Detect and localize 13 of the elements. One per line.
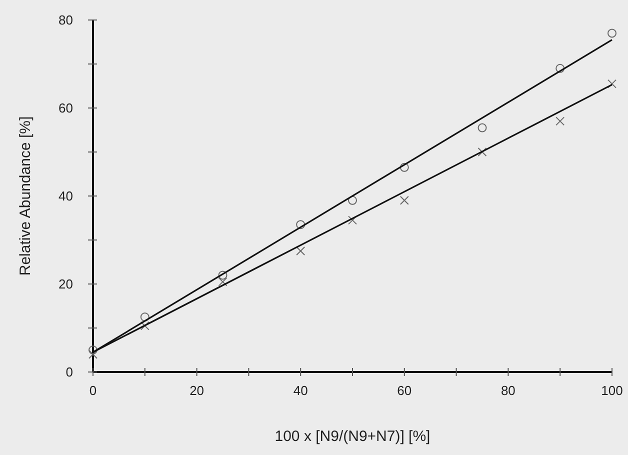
y-tick-label: 0 bbox=[66, 364, 73, 380]
x-tick-label: 40 bbox=[293, 383, 308, 398]
x-tick-label: 0 bbox=[89, 383, 97, 398]
y-tick-label: 60 bbox=[58, 100, 73, 116]
x-axis-title: 100 x [N9/(N9+N7)] [%] bbox=[274, 428, 430, 445]
x-tick-label: 100 bbox=[601, 383, 623, 398]
y-tick-label: 40 bbox=[58, 188, 73, 204]
x-tick-label: 20 bbox=[190, 383, 204, 398]
y-axis-title: Relative Abundance [%] bbox=[17, 116, 34, 276]
x-tick-label: 60 bbox=[397, 383, 412, 398]
y-tick-label: 80 bbox=[58, 12, 73, 28]
y-tick-label: 20 bbox=[58, 276, 73, 292]
x-tick-label: 80 bbox=[500, 383, 516, 398]
